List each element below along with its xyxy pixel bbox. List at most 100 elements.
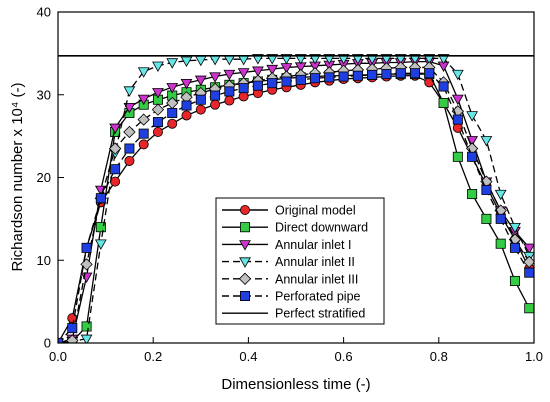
y-tick-label: 30 [37,87,51,102]
legend: Original model Direct downward Annular inl… [215,197,385,325]
data-point-direct-downward [438,98,449,109]
series-line-perforated-pipe [58,72,530,343]
legend-item-annular-inlet-ii: Annular inlet II [222,255,355,269]
data-point-direct-downward [81,321,92,332]
data-point-perforated-pipe [381,69,392,80]
data-point-annular-inlet-iii [66,334,79,343]
data-point-perforated-pipe [495,213,506,224]
data-point-original-model [224,95,235,106]
data-point-perforated-pipe [281,76,292,87]
data-point-annular-inlet-ii [252,54,264,65]
data-point-annular-inlet-ii [380,54,393,65]
data-point-annular-inlet-ii [266,54,279,65]
data-point-perforated-pipe [138,128,149,139]
legend-marker-perforated-pipe [239,290,250,301]
data-point-annular-inlet-ii [309,54,321,65]
data-point-original-model [167,118,178,129]
data-point-perforated-pipe [210,90,221,101]
data-point-perforated-pipe [95,193,106,204]
data-point-perforated-pipe [195,94,206,105]
data-point-annular-inlet-ii [194,55,207,67]
data-point-annular-inlet-i [209,72,221,83]
data-point-perforated-pipe [324,72,335,83]
data-point-annular-inlet-ii [294,54,307,65]
data-point-annular-inlet-i [123,102,136,114]
data-point-annular-inlet-ii [223,54,236,66]
data-point-annular-inlet-ii [337,54,350,65]
data-point-perforated-pipe [238,83,249,94]
data-point-annular-inlet-ii [366,54,379,65]
data-point-original-model [124,155,135,166]
legend-marker-annular-inlet-iii [238,272,252,285]
data-point-perforated-pipe [110,164,121,175]
legend-item-annular-inlet-i: Annular inlet I [222,238,351,252]
data-point-annular-inlet-ii [166,58,179,69]
data-point-perforated-pipe [252,80,263,91]
y-tick-label: 40 [37,5,51,20]
y-axis: 0 10 20 30 40 [37,5,64,351]
x-tick-label: 0.0 [49,349,67,364]
data-point-annular-inlet-ii [494,189,507,201]
x-axis-title: Dimensionless time (-) [221,376,370,393]
data-point-annular-inlet-ii [509,222,521,234]
data-point-annular-inlet-i [137,94,150,106]
data-point-original-model [210,99,221,110]
legend-marker-annular-inlet-i [239,240,251,251]
data-point-annular-inlet-ii [137,67,150,78]
data-point-perforated-pipe [67,323,78,334]
data-point-perforated-pipe [467,151,478,162]
data-point-annular-inlet-i [252,66,264,77]
x-tick-label: 0.2 [144,349,162,364]
data-point-perforated-pipe [424,68,435,79]
legend-label-perforated-pipe: Perforated pipe [275,290,361,304]
data-point-direct-downward [467,189,478,200]
data-point-annular-inlet-iii [523,255,534,269]
data-point-perforated-pipe [367,69,378,80]
data-point-annular-inlet-iii [151,103,165,116]
data-point-perforated-pipe [524,267,534,278]
y-tick-label: 0 [44,336,51,351]
legend-label-direct-downward: Direct downward [275,221,368,235]
y-tick-label: 20 [37,170,51,185]
data-point-annular-inlet-i [166,83,179,94]
data-point-annular-inlet-ii [237,54,250,66]
data-point-annular-inlet-ii [280,54,293,65]
data-point-annular-inlet-ii [94,239,107,250]
data-point-perforated-pipe [224,86,235,97]
data-point-annular-inlet-ii [437,54,450,65]
x-tick-label: 0.8 [430,349,448,364]
y-axis-title: Richardson number x 10⁴ (-) [9,82,26,271]
series-line-original-model [58,75,530,343]
data-point-annular-inlet-ii [180,56,193,68]
data-point-perforated-pipe [395,68,406,79]
data-point-direct-downward [509,275,520,286]
data-point-direct-downward [524,303,534,314]
data-point-annular-inlet-i [223,69,236,81]
data-point-original-model [238,91,249,102]
data-point-annular-inlet-iii [123,125,136,139]
data-point-perforated-pipe [481,184,492,195]
y-tick-label: 10 [37,253,51,268]
data-point-perforated-pipe [167,107,178,118]
data-point-perforated-pipe [338,71,349,82]
data-point-annular-inlet-i [266,64,279,76]
legend-label-original-model: Original model [275,204,356,218]
data-point-annular-inlet-i [451,94,464,106]
series-line-direct-downward [58,73,530,343]
legend-label-annular-inlet-i: Annular inlet I [275,238,351,252]
data-point-direct-downward [452,151,463,162]
data-point-direct-downward [495,238,506,249]
x-axis: 0.0 0.2 0.4 0.6 0.8 1.0 [49,337,543,364]
data-point-annular-inlet-ii [351,54,364,65]
legend-item-perforated-pipe: Perforated pipe [222,290,361,304]
data-point-perforated-pipe [438,81,449,92]
data-point-annular-inlet-ii [80,334,93,343]
data-point-annular-inlet-i [109,123,122,135]
legend-item-perfect-stratified: Perfect stratified [222,307,365,321]
data-point-perforated-pipe [295,74,306,85]
data-point-perforated-pipe [81,242,92,253]
legend-marker-direct-downward [239,222,250,233]
legend-item-direct-downward: Direct downward [222,221,368,235]
data-point-original-model [110,176,121,187]
